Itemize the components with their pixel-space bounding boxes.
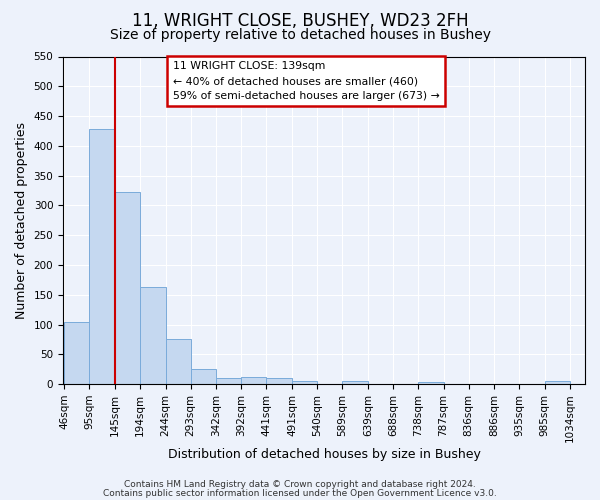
Text: 11, WRIGHT CLOSE, BUSHEY, WD23 2FH: 11, WRIGHT CLOSE, BUSHEY, WD23 2FH [131, 12, 469, 30]
Bar [292, 381, 317, 384]
Bar [241, 377, 266, 384]
X-axis label: Distribution of detached houses by size in Bushey: Distribution of detached houses by size … [167, 448, 481, 461]
Y-axis label: Number of detached properties: Number of detached properties [15, 122, 28, 319]
Bar [545, 381, 570, 384]
Bar [342, 381, 368, 384]
Text: Contains HM Land Registry data © Crown copyright and database right 2024.: Contains HM Land Registry data © Crown c… [124, 480, 476, 489]
Bar [266, 378, 292, 384]
Bar [216, 378, 241, 384]
Text: 11 WRIGHT CLOSE: 139sqm
← 40% of detached houses are smaller (460)
59% of semi-d: 11 WRIGHT CLOSE: 139sqm ← 40% of detache… [173, 62, 439, 101]
Bar [418, 382, 443, 384]
Bar [166, 340, 191, 384]
Text: Contains public sector information licensed under the Open Government Licence v3: Contains public sector information licen… [103, 489, 497, 498]
Bar [89, 129, 115, 384]
Bar [191, 368, 216, 384]
Bar [64, 322, 89, 384]
Bar [115, 192, 140, 384]
Text: Size of property relative to detached houses in Bushey: Size of property relative to detached ho… [110, 28, 491, 42]
Bar [140, 287, 166, 384]
